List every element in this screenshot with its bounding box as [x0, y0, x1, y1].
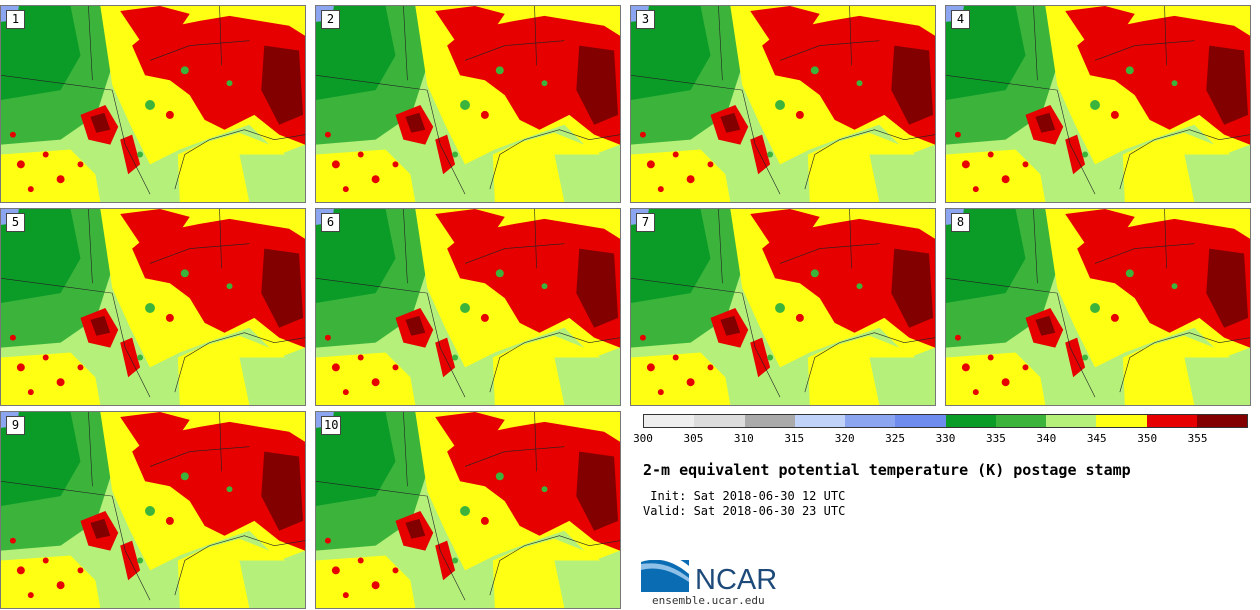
colorbar-tick-label: 345 [1086, 432, 1107, 445]
colorbar [643, 414, 1248, 428]
member-label: 8 [951, 213, 970, 232]
colorbar-tick-label: 355 [1187, 432, 1208, 445]
colorbar-swatch-3 [794, 415, 845, 427]
map-2 [316, 6, 620, 202]
init-time: Init: Sat 2018-06-30 12 UTC [643, 489, 846, 503]
colorbar-tick-label: 350 [1137, 432, 1158, 445]
member-label: 4 [951, 10, 970, 29]
member-label: 3 [636, 10, 655, 29]
colorbar-tick-label: 320 [834, 432, 855, 445]
colorbar-swatch-9 [1096, 415, 1147, 427]
colorbar-swatch-6 [945, 415, 996, 427]
member-panel-6: 6 [315, 208, 621, 406]
map-1 [1, 6, 305, 202]
map-8 [946, 209, 1250, 405]
figure-title: 2-m equivalent potential temperature (K)… [643, 461, 1131, 479]
member-label: 9 [6, 416, 25, 435]
ncar-logo: NCAR [641, 554, 777, 594]
colorbar-ticks: 300 305 310 315 320 325 330 335 340 345 350 355 [633, 432, 1248, 446]
member-panel-3: 3 [630, 5, 936, 203]
map-9 [1, 412, 305, 608]
logo-text: NCAR [695, 564, 777, 594]
member-label: 1 [6, 10, 25, 29]
member-label: 2 [321, 10, 340, 29]
colorbar-swatch-0 [644, 415, 695, 427]
member-label: 5 [6, 213, 25, 232]
member-label: 10 [321, 416, 342, 435]
member-panel-10: 10 [315, 411, 621, 609]
colorbar-swatch-1 [694, 415, 745, 427]
colorbar-tick-label: 305 [683, 432, 704, 445]
valid-time: Valid: Sat 2018-06-30 23 UTC [643, 504, 846, 518]
member-panel-7: 7 [630, 208, 936, 406]
member-panel-4: 4 [945, 5, 1251, 203]
member-panel-2: 2 [315, 5, 621, 203]
map-6 [316, 209, 620, 405]
colorbar-tick-label: 315 [784, 432, 805, 445]
map-7 [631, 209, 935, 405]
colorbar-swatch-4 [845, 415, 896, 427]
colorbar-swatch-7 [995, 415, 1046, 427]
map-5 [1, 209, 305, 405]
colorbar-swatch-5 [895, 415, 946, 427]
colorbar-tick-label: 335 [985, 432, 1006, 445]
colorbar-swatch-11 [1196, 415, 1247, 427]
colorbar-tick-label: 310 [733, 432, 754, 445]
colorbar-tick-label: 300 [633, 432, 653, 445]
map-4 [946, 6, 1250, 202]
member-panel-1: 1 [0, 5, 306, 203]
member-panel-8: 8 [945, 208, 1251, 406]
member-label: 7 [636, 213, 655, 232]
colorbar-tick-label: 325 [885, 432, 906, 445]
colorbar-tick-label: 340 [1036, 432, 1057, 445]
colorbar-swatch-2 [744, 415, 795, 427]
map-10 [316, 412, 620, 608]
footer-url: ensemble.ucar.edu [652, 594, 765, 607]
map-3 [631, 6, 935, 202]
colorbar-tick-label: 330 [935, 432, 956, 445]
colorbar-swatch-10 [1146, 415, 1197, 427]
member-panel-9: 9 [0, 411, 306, 609]
colorbar-swatch-8 [1046, 415, 1097, 427]
member-panel-5: 5 [0, 208, 306, 406]
member-label: 6 [321, 213, 340, 232]
